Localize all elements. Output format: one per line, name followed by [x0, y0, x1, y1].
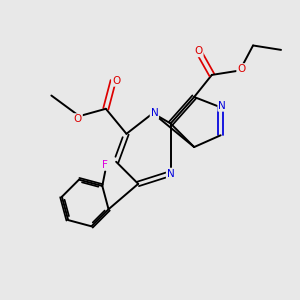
Text: O: O — [112, 76, 120, 86]
Text: F: F — [102, 160, 108, 170]
Text: O: O — [74, 114, 82, 124]
Text: N: N — [151, 108, 158, 118]
Text: O: O — [237, 64, 245, 74]
Text: O: O — [194, 46, 203, 56]
Text: N: N — [167, 169, 175, 178]
Text: N: N — [218, 101, 226, 111]
